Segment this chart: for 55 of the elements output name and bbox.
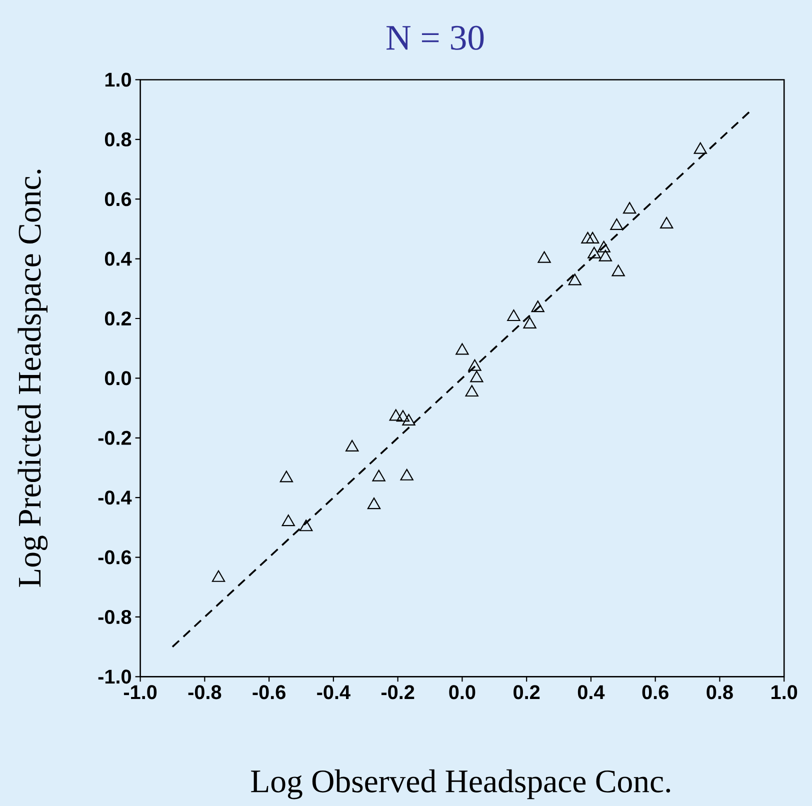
- point: [389, 409, 402, 421]
- x-axis-title: Log Observed Headspace Conc.: [251, 769, 670, 800]
- x-tick-label: -0.4: [317, 685, 350, 700]
- x-tick-label: 0.0: [449, 685, 476, 700]
- point: [456, 343, 469, 355]
- x-tick-label: 1.0: [772, 685, 798, 700]
- point: [507, 309, 520, 321]
- y-axis-title: Log Predicted Headspace Conc.: [18, 170, 48, 587]
- point: [597, 240, 610, 252]
- point: [581, 232, 594, 244]
- point: [346, 440, 359, 452]
- point: [568, 274, 582, 286]
- chart-title: N = 30: [386, 26, 484, 50]
- point: [396, 410, 410, 422]
- point: [280, 470, 294, 482]
- point: [470, 370, 484, 382]
- point: [212, 570, 226, 582]
- point: [299, 520, 313, 532]
- point: [282, 514, 295, 526]
- x-tick-label: -0.8: [188, 685, 222, 700]
- point: [612, 264, 625, 276]
- point: [531, 300, 544, 312]
- point: [372, 470, 386, 482]
- y-tick-label: -1.0: [98, 670, 131, 684]
- y-tick-label: -0.2: [98, 430, 132, 445]
- point: [622, 202, 636, 214]
- point: [402, 414, 416, 426]
- point: [400, 468, 414, 480]
- x-tick-label: -1.0: [124, 685, 157, 700]
- y-tick-label: -0.8: [98, 610, 132, 624]
- y-tick-label: 0.6: [104, 192, 132, 206]
- point: [523, 316, 536, 328]
- point: [468, 359, 482, 371]
- x-tick-label: 0.4: [578, 685, 605, 700]
- x-tick-label: -0.2: [381, 685, 414, 700]
- point: [660, 216, 674, 228]
- x-tick-label: 0.2: [514, 685, 540, 700]
- y-tick-label: 0.8: [104, 132, 132, 146]
- point: [465, 384, 478, 396]
- y-tick-label: 0.0: [104, 371, 131, 386]
- point: [367, 497, 381, 509]
- x-tick-label: 0.8: [706, 685, 733, 700]
- point: [694, 142, 707, 154]
- point: [588, 246, 601, 258]
- y-tick-label: -0.6: [98, 550, 132, 564]
- point: [610, 218, 624, 230]
- point: [598, 250, 612, 262]
- x-tick-label: 0.6: [642, 685, 668, 700]
- y-tick-label: 1.0: [105, 72, 131, 87]
- point: [538, 251, 551, 263]
- point: [586, 232, 600, 244]
- y-tick-label: 0.2: [104, 311, 132, 326]
- y-tick-label: -0.4: [98, 490, 132, 505]
- y-tick-label: 0.4: [104, 252, 132, 266]
- x-tick-label: -0.6: [252, 685, 286, 700]
